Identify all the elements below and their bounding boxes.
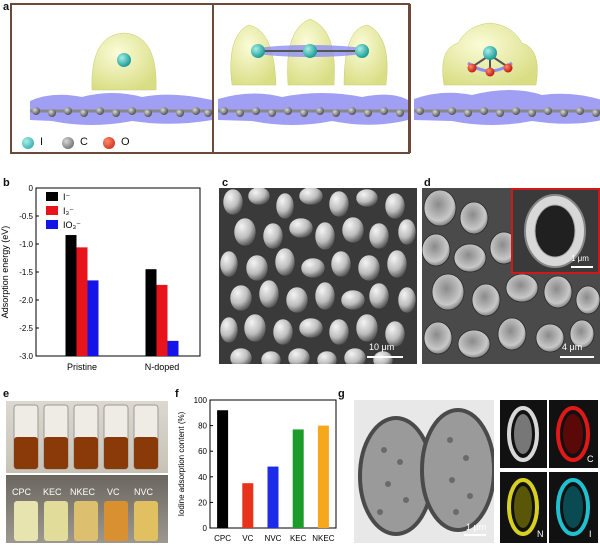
tube-label-kec: KEC bbox=[43, 487, 62, 497]
sem-particles-d bbox=[422, 189, 600, 359]
y-tick-label-b: -0.5 bbox=[19, 212, 33, 221]
y-axis-label-f: Iodine adsorption content (%) bbox=[177, 411, 186, 516]
y-tick-label-f: 100 bbox=[194, 396, 208, 405]
triiodide-isosurface bbox=[230, 18, 388, 86]
y-axis-label-b: Adsorption energy (eV) bbox=[0, 226, 10, 319]
hollow-particle-inset bbox=[524, 194, 586, 268]
carbon-legend-label: C bbox=[80, 136, 88, 148]
bar-f bbox=[317, 425, 329, 528]
bar-f bbox=[292, 429, 304, 528]
iodide-isosurface bbox=[91, 32, 157, 91]
panel-label-f: f bbox=[175, 388, 179, 400]
panel-label-a: a bbox=[3, 1, 10, 13]
sem-particles-c bbox=[219, 188, 417, 364]
panel-label-g: g bbox=[338, 388, 345, 400]
scale-label-d: 4 μm bbox=[562, 342, 583, 352]
y-tick-label-b: -1.0 bbox=[19, 240, 33, 249]
tube-label-nvc: NVC bbox=[134, 487, 154, 497]
x-tick-label-f: CPC bbox=[214, 534, 231, 543]
y-tick-label-f: 80 bbox=[198, 422, 207, 431]
panel-label-e: e bbox=[3, 388, 10, 400]
eds-map-overview bbox=[500, 400, 547, 468]
bar-b-1 bbox=[65, 235, 77, 356]
x-tick-label-b: N-doped bbox=[145, 362, 180, 372]
vial-photo-top bbox=[6, 401, 168, 473]
y-tick-label-f: 0 bbox=[203, 524, 208, 533]
eds-label-nitrogen: N bbox=[537, 529, 544, 539]
bar-b-2 bbox=[156, 284, 168, 356]
iodate-isosurface bbox=[442, 22, 538, 86]
bar-b-3 bbox=[87, 280, 99, 356]
graphene-layer-1 bbox=[30, 93, 212, 125]
tem-particles bbox=[358, 408, 496, 536]
tem-image-g: 1 μm bbox=[354, 400, 496, 543]
x-tick-label-f: KEC bbox=[290, 534, 307, 543]
panel-label-b: b bbox=[3, 177, 10, 189]
scale-bar-g bbox=[464, 534, 486, 536]
panel-label-c: c bbox=[222, 177, 229, 189]
y-tick-label-b: -2.0 bbox=[19, 296, 33, 305]
scale-bar-c bbox=[367, 356, 403, 358]
sem-image-d: 1 μm 4 μm bbox=[422, 188, 600, 364]
x-tick-label-b: Pristine bbox=[67, 362, 97, 372]
legend-swatch-b bbox=[46, 192, 58, 201]
y-tick-label-b: -3.0 bbox=[19, 352, 33, 361]
y-tick-label-b: -2.5 bbox=[19, 324, 33, 333]
panel-label-d: d bbox=[424, 177, 431, 189]
y-tick-label-f: 60 bbox=[198, 447, 207, 456]
panel-a-divider-2 bbox=[409, 4, 411, 153]
y-tick-label-b: 0 bbox=[29, 184, 34, 193]
eds-label-carbon: C bbox=[587, 454, 594, 464]
legend-label-b: I⁻ bbox=[63, 192, 71, 202]
sem-image-c: 10 μm bbox=[219, 188, 417, 364]
panel-a-divider-1 bbox=[212, 4, 214, 153]
bar-b-1 bbox=[145, 269, 157, 356]
tube-label-vc: VC bbox=[107, 487, 120, 497]
chart-b-frame bbox=[35, 187, 201, 357]
oxygen-legend-label: O bbox=[121, 136, 130, 148]
y-tick-label-f: 20 bbox=[198, 498, 207, 507]
iodine-legend-swatch bbox=[22, 137, 34, 149]
vials-top bbox=[13, 404, 159, 470]
eds-map-iodine: I bbox=[549, 472, 598, 543]
legend-swatch-b bbox=[46, 206, 58, 215]
bar-f bbox=[267, 466, 279, 528]
sem-inset-d: 1 μm bbox=[511, 188, 600, 274]
scale-label-g: 1 μm bbox=[466, 522, 487, 532]
oxygen-legend-swatch bbox=[103, 137, 115, 149]
tube-label-cpc: CPC bbox=[12, 487, 32, 497]
carbon-legend-swatch bbox=[62, 137, 74, 149]
x-tick-label-f: NVC bbox=[265, 534, 282, 543]
iodine-adsorption-chart: 0 20 40 60 80 100 Iodine adsorption content (%… bbox=[177, 396, 337, 543]
x-tick-label-f: VC bbox=[242, 534, 253, 543]
y-tick-label-f: 40 bbox=[198, 473, 207, 482]
graphene-layer-2 bbox=[218, 93, 408, 125]
x-tick-label-f: NKEC bbox=[312, 534, 334, 543]
tube-label-nkec: NKEC bbox=[70, 487, 96, 497]
adsorption-energy-chart: -3.0 -2.5 -2.0 -1.5 -1.0 -0.5 0 Adsorption ener… bbox=[0, 184, 201, 372]
graphene-layer-3 bbox=[414, 90, 600, 125]
eds-map-nitrogen: N bbox=[500, 472, 547, 543]
bar-f bbox=[242, 483, 254, 528]
inset-scale-label-d: 1 μm bbox=[571, 254, 589, 263]
bar-f bbox=[217, 410, 229, 528]
iodine-legend-label: I bbox=[40, 136, 44, 148]
eds-label-iodine: I bbox=[589, 529, 592, 539]
vial-photo-bottom: CPC KEC NKEC VC NVC bbox=[6, 475, 168, 543]
y-tick-label-b: -1.5 bbox=[19, 268, 33, 277]
legend-label-b: IO₃⁻ bbox=[63, 220, 81, 230]
legend-label-b: I₃⁻ bbox=[63, 206, 74, 216]
legend-swatch-b bbox=[46, 220, 58, 229]
vials-bottom bbox=[14, 501, 158, 541]
scale-bar-d bbox=[560, 356, 594, 358]
inset-scale-bar-d bbox=[571, 266, 593, 268]
scale-label-c: 10 μm bbox=[369, 342, 395, 352]
panel-a-structures bbox=[30, 18, 600, 125]
eds-map-carbon: C bbox=[549, 400, 598, 468]
bar-b-3 bbox=[167, 340, 179, 356]
bar-b-2 bbox=[76, 247, 88, 356]
